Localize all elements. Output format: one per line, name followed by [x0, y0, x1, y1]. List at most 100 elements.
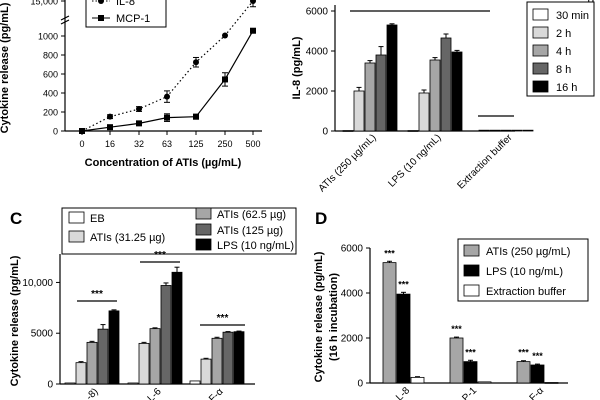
- bar-2-h: [353, 90, 365, 132]
- bar-eb: [189, 380, 201, 385]
- x-category-label: Extraction buffer: [455, 132, 515, 192]
- bar-extraction-buffer: [544, 382, 559, 384]
- panel-c-legend: [61, 207, 297, 255]
- panel-c-label: C: [10, 209, 22, 228]
- bar-2-h: [489, 129, 501, 132]
- panel-a-y-tick-label: 15,000: [30, 0, 58, 7]
- legend-label-16-h: 16 h: [556, 82, 577, 94]
- bar-30-min: [407, 130, 419, 132]
- bar-atis-250-g-ml: [449, 337, 464, 384]
- bar-8-h: [440, 37, 452, 132]
- bar-lps-10-ng-ml: [530, 364, 545, 384]
- significance-marker: ***: [384, 248, 395, 258]
- bar-4-h: [364, 62, 376, 132]
- panel-d-legend: [457, 238, 589, 302]
- bar-atis-31-25-g: [75, 362, 87, 385]
- bar-8-h: [375, 54, 387, 132]
- panel-a-x-axis-label: Concentration of ATIs (µg/mL): [85, 157, 242, 169]
- x-category-label: L-6: [146, 386, 164, 400]
- panel-b-bar-chart: p IL-8 (pg/mL) ATIs (250 µg/mL)LPS (10 n…: [291, 0, 595, 194]
- legend-label-4-h: 4 h: [556, 46, 571, 58]
- data-point-mcp-1: [250, 27, 256, 34]
- panel-a-y-tick-label: 600: [43, 70, 58, 80]
- y-tick-label: 4000: [306, 47, 329, 58]
- legend-swatch-atis-31-25-g: [68, 230, 85, 243]
- bar-8-h: [511, 129, 523, 132]
- x-category-label: LPS (10 ng/mL): [386, 132, 443, 189]
- x-category-label: P-1: [460, 385, 479, 400]
- significance-marker: ***: [398, 279, 409, 289]
- y-tick-label: 4000: [341, 289, 364, 300]
- legend-swatch-atis-125-g: [195, 223, 212, 236]
- y-tick-label: 5000: [31, 329, 54, 340]
- panel-a-x-tick-label: 16: [105, 139, 115, 149]
- bar-30-min: [478, 129, 490, 132]
- legend-swatch-30-min: [532, 8, 549, 21]
- panel-a-y-tick-label: 800: [43, 51, 58, 61]
- bar-lps-10-ng-ml: [171, 271, 183, 385]
- bar-extraction-buffer: [410, 376, 425, 384]
- bar-atis-31-25-g: [200, 358, 212, 385]
- bar-16-h: [386, 24, 398, 132]
- y-tick-label: 6000: [341, 244, 364, 255]
- data-point-mcp-1: [79, 128, 85, 134]
- data-point-il-8: [164, 93, 170, 100]
- bar-16-h: [522, 129, 534, 132]
- bar-extraction-buffer: [477, 381, 492, 384]
- panel-a-line-chart: Cytokine release (pg/mL) Concentration o…: [0, 0, 262, 169]
- bar-lps-10-ng-ml: [396, 293, 411, 384]
- y-tick-label: 2000: [341, 334, 364, 345]
- x-category-label: F-α: [207, 386, 226, 400]
- legend-label-eb: EB: [90, 213, 105, 225]
- panel-a-y-tick-label: 200: [43, 108, 58, 118]
- panel-a-y-tick-label: 0: [53, 127, 58, 137]
- y-tick-label: 0: [357, 379, 363, 390]
- legend-label-2-h: 2 h: [556, 28, 571, 40]
- legend-label-atis-250-g-ml: ATIs (250 µg/mL): [486, 246, 570, 258]
- legend-swatch-16-h: [532, 80, 549, 93]
- y-tick-label: 0: [322, 127, 328, 138]
- legend-swatch-2-h: [532, 26, 549, 39]
- x-category-label: F-α: [528, 385, 547, 400]
- panel-d-y-axis-label: Cytokine release (pg/mL): [313, 251, 325, 382]
- panel-a-y-axis-label: Cytokine release (pg/mL): [0, 2, 11, 133]
- bar-lps-10-ng-ml: [463, 361, 478, 384]
- legend-swatch-extraction-buffer: [463, 284, 480, 297]
- panel-a-x-tick-label: 125: [188, 139, 203, 149]
- bar-16-h: [451, 51, 463, 132]
- panel-a-x-tick-label: 63: [162, 139, 172, 149]
- legend-swatch-8-h: [532, 62, 549, 75]
- legend-label-atis-31-25-g: ATIs (31.25 µg): [90, 232, 165, 244]
- bar-4-h: [429, 59, 441, 132]
- legend-marker-mcp1: [98, 15, 104, 21]
- bar-atis-125-g: [97, 328, 109, 385]
- bar-atis-62-5-g: [149, 328, 161, 385]
- panel-d-legend-box: [457, 238, 589, 302]
- bar-atis-250-g-ml: [382, 262, 397, 384]
- panel-a-legend: IL-8 MCP-1: [85, 0, 167, 28]
- significance-marker: ***: [451, 324, 462, 334]
- data-point-il-8: [222, 32, 228, 39]
- panel-a-x-tick-label: 32: [134, 139, 144, 149]
- significance-marker: ***: [532, 351, 543, 361]
- data-point-il-8: [107, 113, 113, 120]
- bar-30-min: [342, 130, 354, 132]
- panel-d-label: D: [315, 209, 327, 228]
- data-point-mcp-1: [107, 124, 113, 131]
- data-point-mcp-1: [193, 113, 199, 120]
- x-category-label: ATIs (250 µg/mL): [317, 132, 379, 194]
- significance-marker: ***: [154, 250, 166, 261]
- panel-a-axis-break-lower: [60, 19, 70, 25]
- legend-label-lps-10-ng-ml: LPS (10 ng/mL): [486, 266, 563, 278]
- significance-marker: ***: [518, 348, 529, 358]
- panel-d-y-axis-label-line1: Cytokine release (pg/mL): [313, 251, 325, 382]
- significance-marker: ***: [217, 313, 229, 324]
- legend-marker-il8: [98, 0, 104, 4]
- y-tick-label: 6000: [306, 7, 329, 18]
- panel-b-y-axis-label: IL-8 (pg/mL): [291, 36, 303, 99]
- legend-label-mcp1: MCP-1: [116, 13, 150, 25]
- data-point-mcp-1: [222, 76, 228, 83]
- data-point-il-8: [193, 59, 199, 66]
- panel-a-y-tick-label: 400: [43, 89, 58, 99]
